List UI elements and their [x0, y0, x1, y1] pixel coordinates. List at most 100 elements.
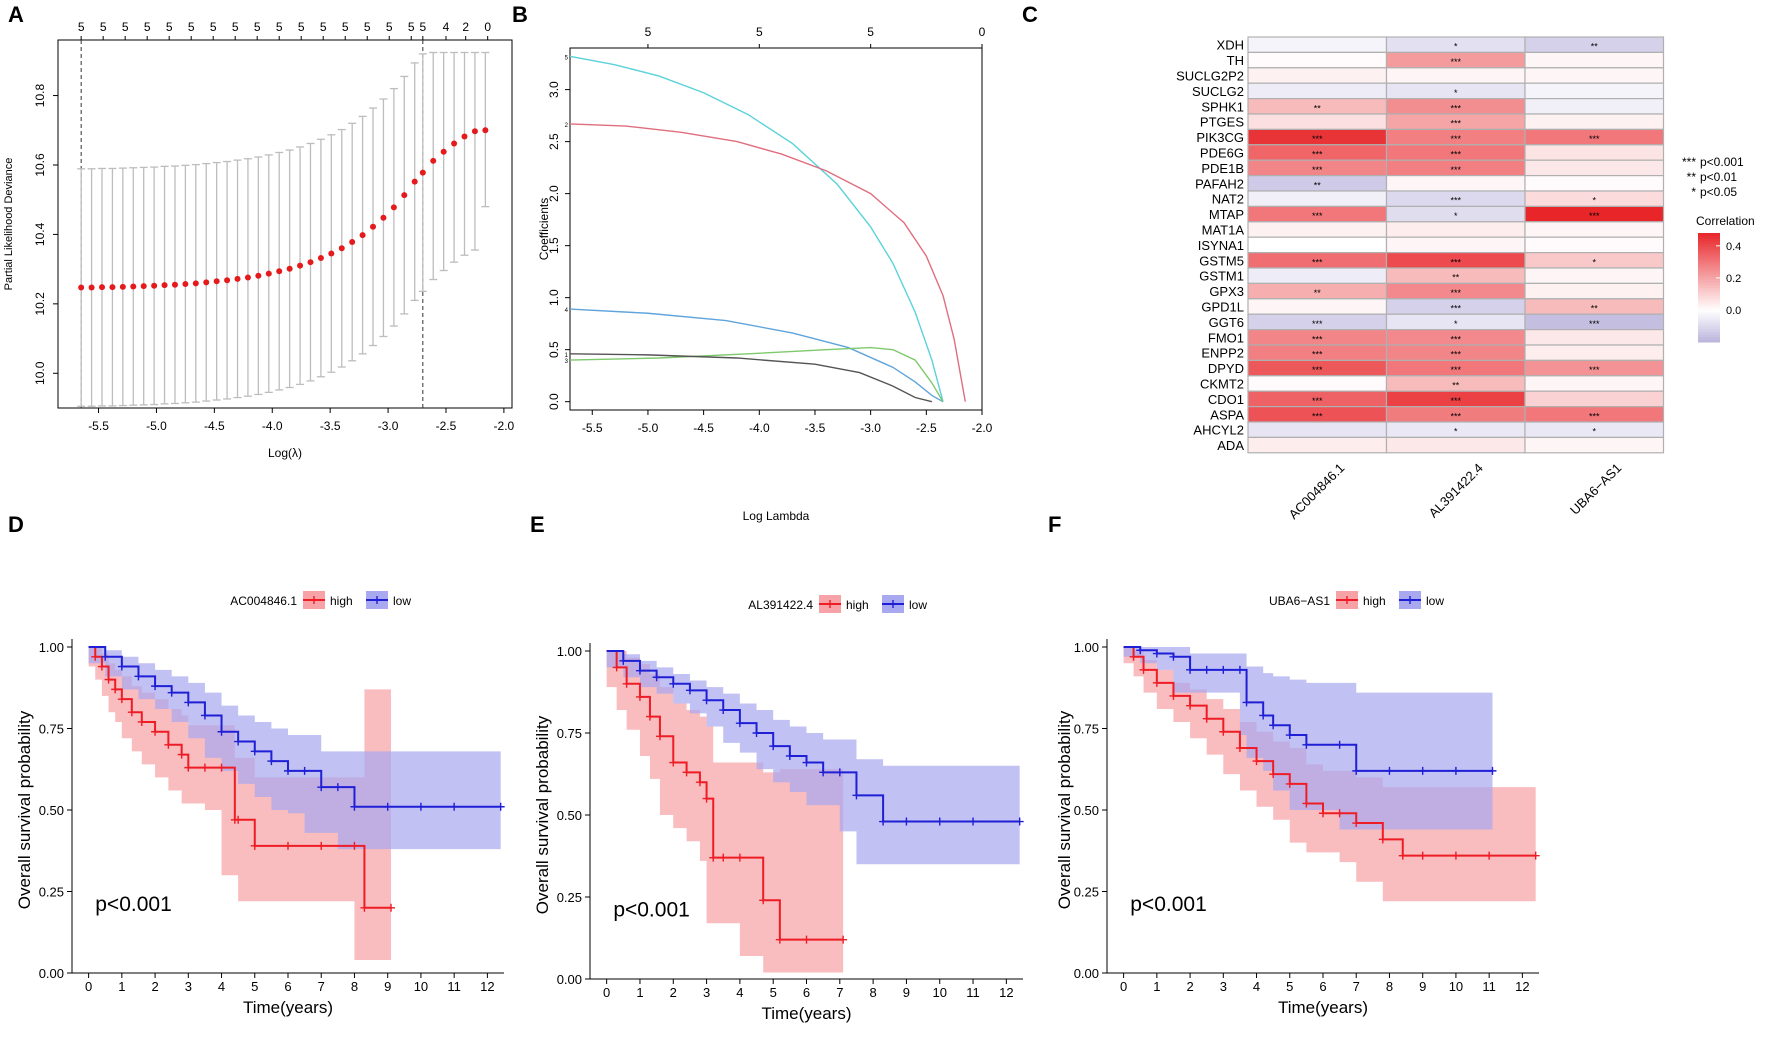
data-point — [328, 250, 335, 257]
heatmap-row-label: GSTM1 — [1199, 269, 1244, 284]
panel-label-d: D — [8, 512, 24, 537]
censor-mark — [735, 853, 744, 862]
heatmap-row-label: ISYNA1 — [1198, 238, 1244, 253]
y-tick-label: 0.75 — [1074, 722, 1099, 737]
heatmap-row-label: CKMT2 — [1200, 377, 1244, 392]
colorbar-segment — [1698, 249, 1720, 253]
data-point — [380, 214, 387, 221]
heatmap-cell — [1247, 82, 1388, 100]
x-tick-label: -4.5 — [204, 419, 225, 433]
colorbar-segment — [1698, 279, 1720, 283]
heatmap-row-label: PTGES — [1200, 115, 1244, 130]
top-axis-label: 5 — [364, 20, 371, 34]
censor-mark — [835, 768, 844, 777]
coef-path-label: 1 — [565, 353, 569, 359]
y-tick-label: 3.0 — [547, 81, 561, 98]
significance-stars: ** — [1314, 103, 1322, 113]
significance-stars: *** — [1450, 257, 1461, 267]
x-tick-label: 7 — [318, 979, 325, 994]
top-axis-label: 5 — [232, 20, 239, 34]
colorbar-tick-label: 0.0 — [1726, 305, 1741, 317]
data-point — [109, 284, 116, 291]
censor-mark — [802, 935, 811, 944]
colorbar-segment — [1698, 331, 1720, 335]
significance-stars: * — [1454, 211, 1458, 221]
significance-stars: *** — [1450, 196, 1461, 206]
significance-stars: *** — [1312, 334, 1323, 344]
censor-mark — [1235, 665, 1244, 674]
x-tick-label: 0 — [1120, 979, 1127, 994]
significance-stars: ** — [1591, 304, 1599, 314]
top-axis-label: 5 — [756, 25, 763, 39]
heatmap-row-label: TH — [1227, 53, 1244, 68]
heatmap-cell — [1385, 221, 1526, 238]
censor-mark — [612, 663, 621, 672]
x-tick-label: 9 — [1419, 979, 1426, 994]
censor-mark — [652, 673, 661, 682]
x-tick-label: 8 — [1386, 979, 1393, 994]
panel-label-b: B — [512, 2, 528, 27]
data-point — [255, 272, 262, 279]
significance-stars: *** — [1589, 211, 1600, 221]
heatmap-row-label: SUCLG2 — [1192, 84, 1244, 99]
x-tick-label: 10 — [932, 985, 946, 1000]
x-tick-label: 9 — [384, 979, 391, 994]
data-point — [297, 262, 304, 269]
y-axis-title: Partial Likelihood Deviance — [3, 158, 15, 291]
heatmap-cell — [1524, 144, 1665, 161]
heatmap-row-label: AHCYL2 — [1193, 423, 1244, 438]
significance-stars: * — [1454, 42, 1458, 52]
top-axis-label: 5 — [144, 20, 151, 34]
x-tick-label: -2.0 — [494, 419, 515, 433]
heatmap-row-label: GGT6 — [1209, 315, 1244, 330]
censor-mark — [350, 841, 359, 850]
heatmap-row-label: ENPP2 — [1201, 346, 1244, 361]
colorbar-segment — [1698, 303, 1720, 308]
p-value-label: p<0.001 — [95, 893, 172, 916]
heatmap-col-label: UBA6−AS1 — [1567, 460, 1624, 517]
p-value-label: p<0.001 — [613, 899, 690, 922]
censor-mark — [1269, 721, 1278, 730]
heatmap-row-label: MAT1A — [1202, 223, 1245, 238]
panel-label-e: E — [530, 512, 545, 537]
heatmap-cell — [1385, 67, 1526, 84]
legend-title: AC004846.1 — [230, 594, 297, 608]
x-axis-title: Log Lambda — [743, 509, 810, 523]
censor-mark — [669, 758, 678, 767]
colorbar-segment — [1698, 312, 1720, 316]
ci-band-low — [606, 651, 1020, 865]
colorbar-segment — [1698, 252, 1720, 256]
y-tick-label: 10.2 — [33, 292, 47, 316]
censor-mark — [839, 935, 848, 944]
x-axis-title: Time(years) — [1278, 998, 1368, 1017]
censor-mark — [1285, 731, 1294, 740]
censor-mark — [769, 742, 778, 751]
heatmap-cell — [1524, 375, 1665, 392]
coef-path-label: 3 — [565, 359, 569, 365]
censor-mark — [184, 698, 193, 707]
significance-stars: *** — [1312, 350, 1323, 360]
censor-mark — [164, 740, 173, 749]
top-axis-label: 5 — [276, 20, 283, 34]
censor-mark — [879, 817, 888, 826]
censor-mark — [1451, 851, 1460, 860]
significance-stars: ** — [1591, 42, 1599, 52]
censor-mark — [685, 686, 694, 695]
colorbar-segment — [1698, 317, 1720, 321]
colorbar-segment — [1698, 295, 1720, 299]
significance-stars: *** — [1312, 365, 1323, 375]
data-point — [119, 283, 126, 290]
censor-mark — [719, 853, 728, 862]
data-point — [140, 283, 147, 290]
heatmap-cell — [1247, 113, 1388, 130]
significance-stars: *** — [1589, 365, 1600, 375]
coef-path-label: 4 — [565, 308, 569, 314]
data-point — [213, 278, 220, 285]
plot-frame — [57, 39, 513, 409]
x-tick-label: 0 — [603, 985, 610, 1000]
significance-stars: * — [1454, 319, 1458, 329]
x-tick-label: -5.5 — [88, 419, 109, 433]
colorbar-segment — [1698, 290, 1720, 294]
x-tick-label: 6 — [1319, 979, 1326, 994]
